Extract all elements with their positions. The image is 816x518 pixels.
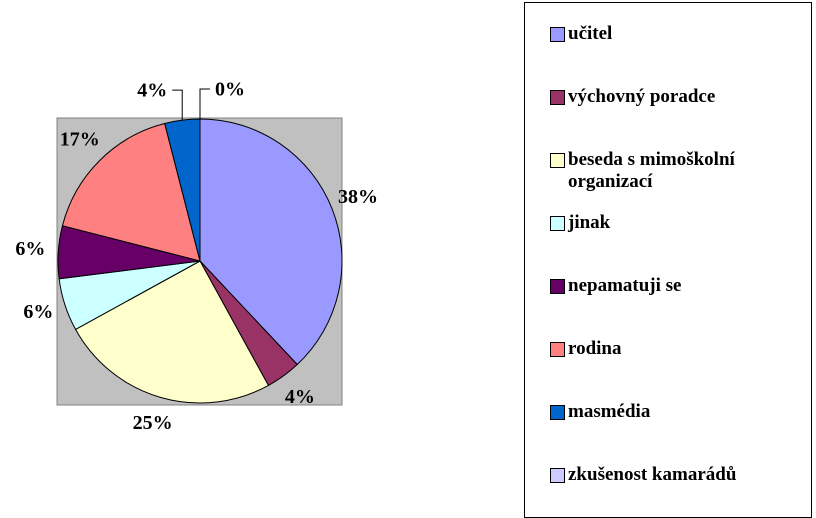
legend-swatch [550, 279, 565, 294]
legend-entry: jinak [550, 212, 808, 234]
legend-swatch [550, 342, 565, 357]
legend-entry: rodina [550, 338, 808, 360]
pie-slice [61, 122, 201, 262]
legend-swatch [550, 216, 565, 231]
legend-label: nepamatuji se [568, 275, 682, 296]
data-label: 6% [23, 301, 53, 323]
data-label: 4% [137, 80, 167, 102]
data-label: 6% [15, 238, 45, 260]
legend: učitel výchovný poradce beseda s mimoškoln… [524, 2, 812, 518]
pie-slice [199, 118, 343, 366]
legend-label: výchovný poradce [568, 86, 716, 107]
legend-swatch [550, 153, 565, 168]
legend-label: rodina [568, 338, 622, 359]
legend-swatch [550, 405, 565, 420]
legend-entry: beseda s mimoškolní organizací [550, 149, 808, 193]
legend-entry: masmédia [550, 401, 808, 423]
pie-slice [74, 260, 270, 404]
data-label: 25% [133, 412, 173, 434]
legend-label: zkušenost kamarádů [568, 464, 737, 485]
legend-label: učitel [568, 23, 613, 44]
legend-swatch [550, 27, 565, 42]
legend-label: jinak [568, 212, 611, 233]
legend-swatch [550, 90, 565, 105]
legend-label: masmédia [568, 401, 651, 422]
legend-entry: výchovný poradce [550, 86, 808, 108]
data-label: 17% [60, 128, 100, 150]
leader-line [172, 89, 183, 121]
leader-line [199, 88, 210, 119]
legend-entry: nepamatuji se [550, 275, 808, 297]
legend-entry: zkušenost kamarádů [550, 464, 808, 486]
legend-swatch [550, 468, 565, 483]
data-label: 4% [285, 386, 315, 408]
data-label: 0% [215, 79, 245, 101]
data-label: 38% [338, 186, 378, 208]
legend-entry: učitel [550, 23, 808, 45]
legend-label: beseda s mimoškolní organizací [568, 149, 735, 192]
